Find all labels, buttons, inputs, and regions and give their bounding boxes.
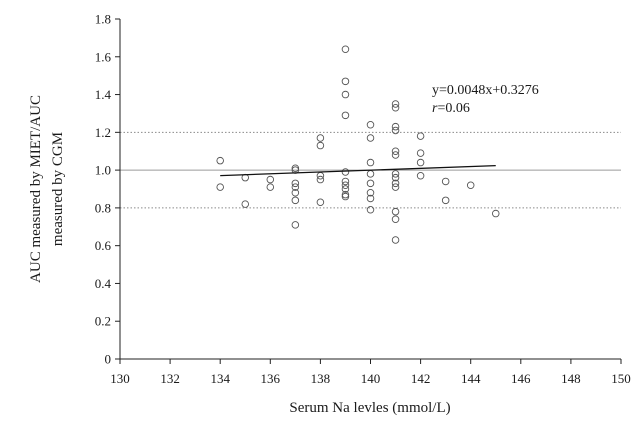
data-point [391,236,400,244]
regression-equation: y=0.0048x+0.3276 [432,83,539,98]
data-point [341,45,350,53]
data-point [291,179,300,188]
data-point [366,158,375,167]
y-tick-label: 0 [105,352,112,367]
data-point [341,192,350,201]
y-axis-title: AUC measured by MIET/AUC measured by CGM [28,95,66,283]
y-axis-title-line-1: AUC measured by MIET/AUC [28,95,44,283]
x-tick-label: 134 [210,371,230,386]
data-point [366,206,375,214]
x-tick-label: 150 [611,371,631,386]
data-point [291,164,300,172]
y-tick-label: 0.4 [95,276,112,291]
data-point [241,200,249,208]
y-tick-label: 0.6 [95,238,112,253]
data-point [341,90,350,99]
y-tick-label: 1.2 [95,125,111,140]
y-tick-label: 0.2 [95,314,111,329]
data-point [341,190,350,199]
data-point [341,185,350,193]
y-tick-label: 1.6 [95,49,112,64]
x-tick-label: 142 [411,371,431,386]
x-tick-label: 144 [461,371,481,386]
x-axis-title: Serum Na levles (mmol/L) [289,400,450,416]
data-point [492,209,500,218]
data-point [216,156,224,165]
x-tick-label: 132 [160,371,180,386]
data-point [216,183,224,191]
correlation-label: r=0.06 [432,101,470,116]
data-point [391,215,400,223]
data-point [391,207,400,216]
data-point [416,172,425,180]
data-point [316,175,325,184]
data-point [391,183,400,191]
data-point [391,173,400,182]
data-point [391,122,400,131]
data-point [316,198,325,206]
data-point [416,149,425,157]
data-point [341,181,350,189]
r-symbol: r [432,101,438,116]
data-point [391,104,400,112]
x-tick-label: 138 [311,371,331,386]
data-point [316,134,325,142]
y-axis-title-line-2: measured by CGM [50,132,66,246]
x-tick-label: 136 [261,371,281,386]
data-point [391,151,400,159]
data-point [341,177,350,186]
regression-annotation: y=0.0048x+0.3276 r=0.06 [432,83,539,116]
r-value: =0.06 [437,101,469,116]
data-point [416,158,425,167]
data-point [466,181,475,189]
data-point [391,179,400,188]
data-point [341,111,350,120]
y-ticks: 0 0.2 0.4 0.6 0.8 1.0 1.2 1.4 1.6 1.8 [95,12,120,367]
x-tick-label: 140 [361,371,381,386]
data-point [316,141,325,150]
y-tick-label: 0.8 [95,200,111,215]
x-tick-label: 130 [110,371,130,386]
x-ticks: 130 132 134 136 138 140 142 144 146 148 150 [110,359,631,386]
data-point [266,183,275,191]
data-point [266,175,275,184]
data-point [391,100,400,108]
regression-line-group [220,165,496,177]
data-point [366,179,375,188]
data-point [416,132,425,140]
data-point [291,221,300,229]
data-point [366,134,375,142]
data-points [216,45,500,244]
y-tick-label: 1.8 [95,12,111,27]
data-point [316,172,325,180]
y-tick-label: 1.0 [95,163,111,178]
data-point [391,147,400,155]
data-point [366,121,375,129]
data-point [441,177,450,186]
axes [119,19,621,360]
data-point [291,196,300,205]
data-point [366,189,375,197]
x-tick-label: 148 [561,371,581,386]
data-point [391,170,400,178]
data-point [291,189,300,197]
regression-line [220,165,496,177]
data-point [441,196,450,205]
data-point [366,194,375,203]
data-point [391,126,400,135]
x-tick-label: 146 [511,371,531,386]
data-point [291,183,300,191]
data-point [341,77,350,86]
y-tick-label: 1.4 [95,87,112,102]
data-point [366,170,375,178]
data-point [341,168,350,176]
